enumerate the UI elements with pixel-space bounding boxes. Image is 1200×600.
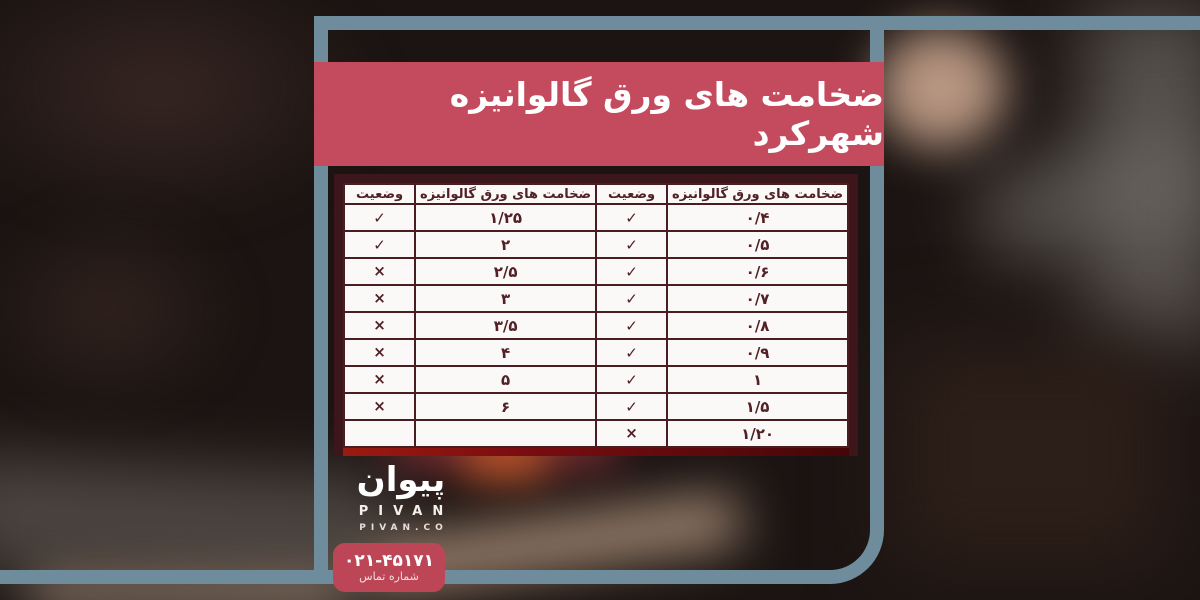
pivan-logo: پیوان PIVAN PIVAN.CO — [340, 460, 462, 533]
col-header-status: وضعیت — [595, 183, 669, 205]
status-cell: ✓ — [595, 230, 669, 259]
thickness-cell: ۳/۵ — [414, 311, 598, 340]
status-cell: ✓ — [342, 230, 417, 259]
thickness-cell: ۰/۷ — [666, 284, 849, 313]
thickness-cell: ۵ — [414, 365, 598, 394]
thickness-cell: ۲ — [414, 230, 598, 259]
background-blur-shape — [876, 28, 1006, 148]
empty-cell — [414, 419, 598, 448]
thickness-table-body: ۰/۴ ✓ ۱/۲۵ ✓ ۰/۵ ✓ ۲ ✓ ۰/۶ ✓ ۲/۵ × ۰/۷ ✓ ۳ × ۰/۸ ✓ ۳/۵ × ۰/۹… — [342, 203, 849, 448]
background-blur-shape — [1085, 5, 1200, 345]
status-cell: × — [342, 338, 417, 367]
table-row: ۱/۲۰ × — [342, 419, 849, 448]
status-cell: ✓ — [342, 203, 417, 232]
thickness-cell: ۱ — [666, 365, 849, 394]
table-row: ۰/۴ ✓ ۱/۲۵ ✓ — [342, 203, 849, 232]
status-cell: ✓ — [595, 392, 669, 421]
status-cell: × — [595, 419, 669, 448]
table-header-row: ضخامت های ورق گالوانیزه وضعیت ضخامت های … — [342, 183, 849, 205]
status-cell: ✓ — [595, 284, 669, 313]
phone-number: ۰۲۱-۴۵۱۷۱ — [343, 550, 435, 571]
table-row: ۱/۵ ✓ ۶ × — [342, 392, 849, 421]
table-row: ۰/۸ ✓ ۳/۵ × — [342, 311, 849, 340]
status-cell: ✓ — [595, 311, 669, 340]
thickness-table: ضخامت های ورق گالوانیزه وضعیت ضخامت های … — [342, 183, 849, 448]
table-row: ۱ ✓ ۵ × — [342, 365, 849, 394]
table-bottom-accent — [343, 448, 849, 456]
table-row: ۰/۷ ✓ ۳ × — [342, 284, 849, 313]
thickness-cell: ۲/۵ — [414, 257, 598, 286]
thickness-cell: ۰/۵ — [666, 230, 849, 259]
status-cell: × — [342, 257, 417, 286]
frame-top-line — [314, 16, 1200, 30]
thickness-cell: ۰/۸ — [666, 311, 849, 340]
thickness-cell: ۱/۵ — [666, 392, 849, 421]
status-cell: ✓ — [595, 203, 669, 232]
thickness-cell: ۱/۲۰ — [666, 419, 849, 448]
table-row: ۰/۶ ✓ ۲/۵ × — [342, 257, 849, 286]
phone-label: شماره تماس — [359, 570, 419, 584]
status-cell: × — [342, 392, 417, 421]
table-row: ۰/۹ ✓ ۴ × — [342, 338, 849, 367]
thickness-cell: ۶ — [414, 392, 598, 421]
logo-name-en: PIVAN — [358, 504, 454, 520]
thickness-cell: ۰/۴ — [666, 203, 849, 232]
empty-cell — [342, 419, 417, 448]
status-cell: × — [342, 365, 417, 394]
thickness-cell: ۱/۲۵ — [414, 203, 598, 232]
status-cell: ✓ — [595, 365, 669, 394]
status-cell: ✓ — [595, 257, 669, 286]
contact-badge: ۰۲۱-۴۵۱۷۱ شماره تماس — [333, 543, 445, 592]
thickness-cell: ۰/۶ — [666, 257, 849, 286]
thickness-cell: ۴ — [414, 338, 598, 367]
table-row: ۰/۵ ✓ ۲ ✓ — [342, 230, 849, 259]
background-blur-shape — [972, 127, 1200, 268]
thickness-cell: ۰/۹ — [666, 338, 849, 367]
background-blur-shape — [890, 340, 1170, 570]
status-cell: × — [342, 284, 417, 313]
status-cell: × — [342, 311, 417, 340]
col-header-status: وضعیت — [342, 183, 417, 205]
title-banner: ضخامت های ورق گالوانیزه شهرکرد — [314, 62, 884, 166]
page-title: ضخامت های ورق گالوانیزه شهرکرد — [449, 75, 884, 153]
thickness-table-frame: ضخامت های ورق گالوانیزه وضعیت ضخامت های … — [334, 174, 858, 456]
logo-domain: PIVAN.CO — [359, 523, 448, 534]
status-cell: ✓ — [595, 338, 669, 367]
col-header-thickness: ضخامت های ورق گالوانیزه — [666, 183, 849, 205]
logo-wordmark-fa: پیوان — [356, 460, 446, 500]
col-header-thickness: ضخامت های ورق گالوانیزه — [414, 183, 598, 205]
thickness-cell: ۳ — [414, 284, 598, 313]
